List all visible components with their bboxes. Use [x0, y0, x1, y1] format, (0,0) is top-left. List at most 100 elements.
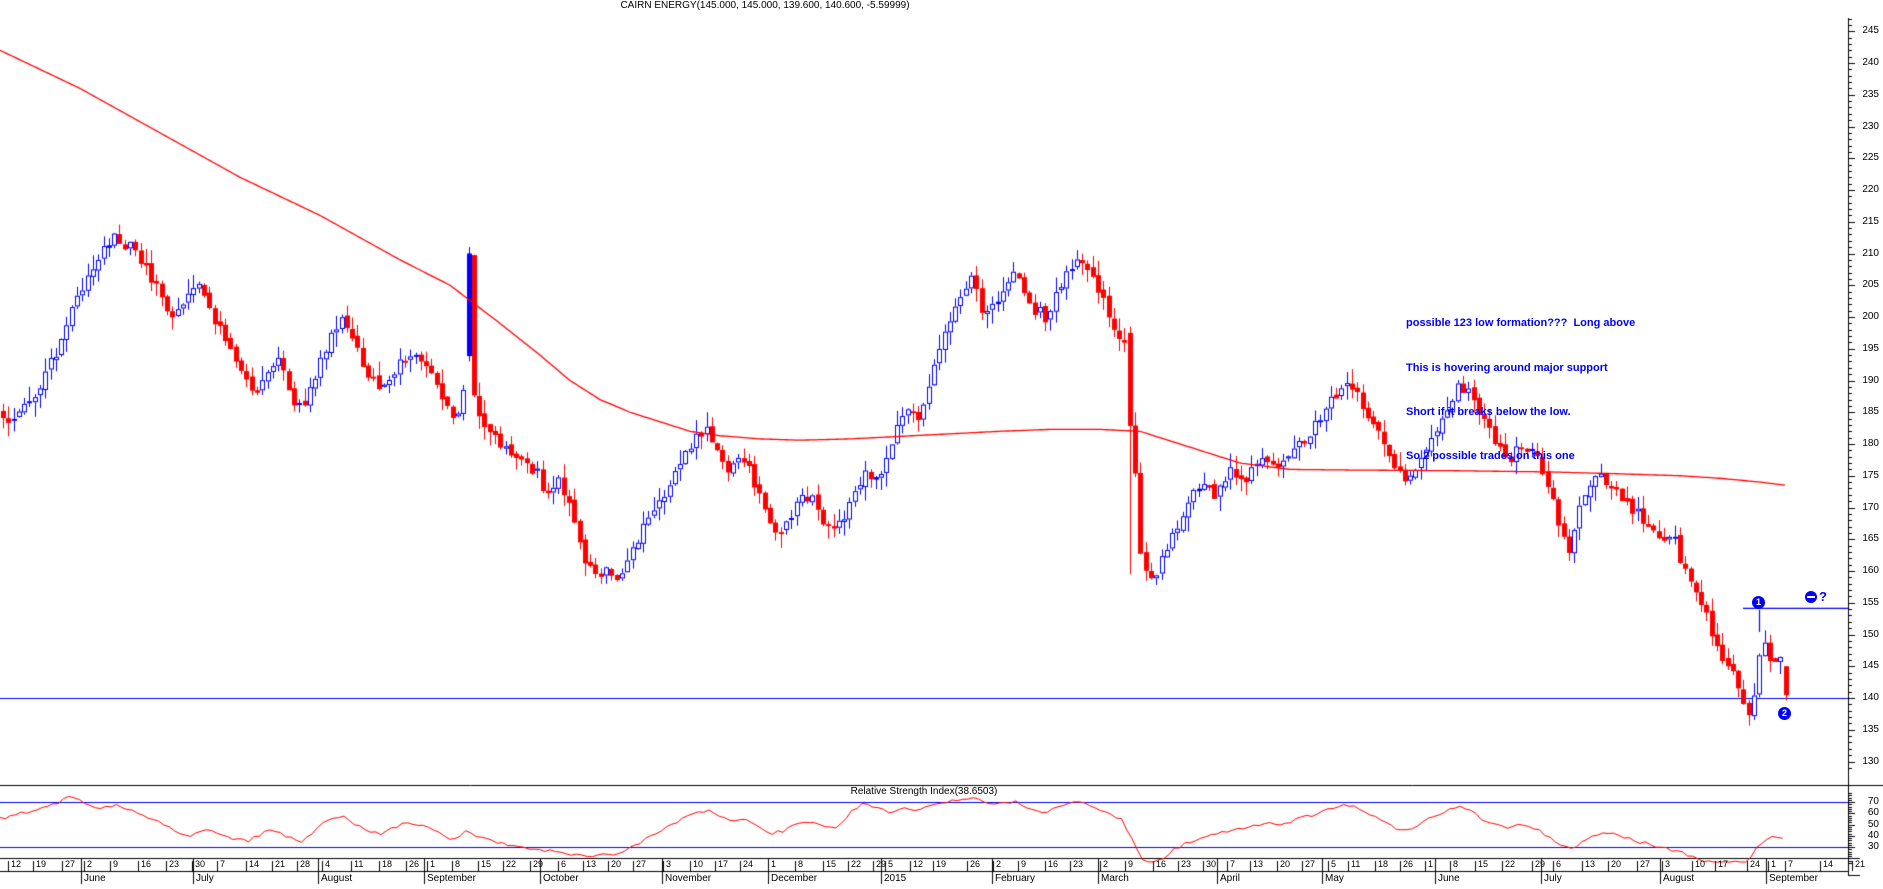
- date-tick-label: 1: [1771, 859, 1777, 869]
- date-tick-label: 29: [533, 859, 544, 869]
- date-tick-label: 28: [300, 859, 311, 869]
- marker-question[interactable]: ?: [1819, 589, 1827, 604]
- date-tick-label: 15: [1478, 859, 1489, 869]
- date-tick-label: 5: [1331, 859, 1337, 869]
- trade-note-line: Short if it breaks below the low.: [1406, 405, 1571, 418]
- month-label: August: [321, 873, 353, 884]
- date-tick-label: 24: [1750, 859, 1761, 869]
- date-tick-label: 12: [11, 859, 22, 869]
- date-tick-label: 16: [1156, 859, 1167, 869]
- date-tick-label: 1: [430, 859, 436, 869]
- date-tick-label: 22: [506, 859, 517, 869]
- month-label: September: [1769, 873, 1818, 884]
- date-tick-label: 4: [325, 859, 331, 869]
- date-tick-label: 2: [996, 859, 1002, 869]
- date-tick-label: 21: [1855, 859, 1866, 869]
- date-tick-label: 18: [382, 859, 393, 869]
- month-label: March: [1101, 873, 1129, 884]
- date-tick-label: 26: [970, 859, 981, 869]
- date-tick-label: 16: [1048, 859, 1059, 869]
- date-tick-label: 27: [636, 859, 647, 869]
- date-tick-label: 6: [1556, 859, 1562, 869]
- month-label: November: [665, 873, 712, 884]
- trade-note[interactable]: possible 123 low formation??? Long above…: [1406, 287, 1635, 493]
- price-axis-label: 210: [1862, 248, 1879, 259]
- date-tick-label: 16: [141, 859, 152, 869]
- price-axis-label: 160: [1862, 565, 1879, 576]
- date-tick-label: 14: [1823, 859, 1834, 869]
- month-label: 2015: [884, 873, 907, 884]
- rsi-axis-label: 70: [1867, 796, 1879, 807]
- month-label: July: [196, 873, 214, 884]
- date-tick-label: 19: [936, 859, 947, 869]
- date-tick-label: 13: [1585, 859, 1596, 869]
- date-tick-label: 18: [1378, 859, 1389, 869]
- date-tick-label: 1: [771, 859, 777, 869]
- date-tick-label: 8: [455, 859, 461, 869]
- date-tick-label: 15: [481, 859, 492, 869]
- chart-title: CAIRN ENERGY(145.000, 145.000, 139.600, …: [620, 0, 910, 11]
- price-axis-label: 135: [1862, 724, 1879, 735]
- rsi-panel-title: Relative Strength Index(38.6503): [850, 786, 998, 797]
- price-axis-label: 220: [1862, 184, 1879, 195]
- price-axis-label: 190: [1862, 375, 1879, 386]
- date-tick-label: 9: [1021, 859, 1027, 869]
- price-axis-label: 150: [1862, 629, 1879, 640]
- date-tick-label: 1: [1428, 859, 1434, 869]
- price-axis-label: 235: [1862, 89, 1879, 100]
- date-tick-label: 23: [169, 859, 180, 869]
- date-tick-label: 30: [1206, 859, 1217, 869]
- price-axis-label: 185: [1862, 406, 1879, 417]
- price-axis-label: 170: [1862, 502, 1879, 513]
- rsi-axis-label: 40: [1867, 830, 1879, 841]
- date-tick-label: 23: [1181, 859, 1192, 869]
- date-tick-label: 27: [1640, 859, 1651, 869]
- price-axis-label: 155: [1862, 597, 1879, 608]
- date-tick-label: 2: [1103, 859, 1109, 869]
- price-axis-label: 140: [1862, 692, 1879, 703]
- marker-2-stop[interactable]: 2: [1778, 707, 1791, 720]
- date-tick-label: 27: [65, 859, 76, 869]
- price-axis-label: 130: [1862, 756, 1879, 767]
- date-tick-label: 23: [1073, 859, 1084, 869]
- rsi-axis-label: 50: [1867, 819, 1879, 830]
- marker-1-entry[interactable]: 1: [1752, 596, 1765, 609]
- month-label: July: [1544, 873, 1562, 884]
- price-axis-label: 145: [1862, 660, 1879, 671]
- price-axis-label: 225: [1862, 152, 1879, 163]
- date-tick-label: 21: [275, 859, 286, 869]
- date-tick-label: 27: [1305, 859, 1316, 869]
- month-label: June: [84, 873, 106, 884]
- price-axis-label: 240: [1862, 57, 1879, 68]
- date-tick-label: 8: [798, 859, 804, 869]
- month-label: October: [543, 873, 579, 884]
- date-tick-label: 20: [611, 859, 622, 869]
- price-axis-label: 230: [1862, 121, 1879, 132]
- date-tick-label: 11: [354, 859, 364, 869]
- price-axis-label: 195: [1862, 343, 1879, 354]
- date-tick-label: 29: [876, 859, 887, 869]
- date-tick-label: 22: [1505, 859, 1516, 869]
- trade-note-line: possible 123 low formation??? Long above: [1406, 317, 1636, 330]
- price-axis-label: 165: [1862, 533, 1879, 544]
- date-tick-label: 3: [666, 859, 672, 869]
- price-axis-label: 180: [1862, 438, 1879, 449]
- price-axis-label: 200: [1862, 311, 1879, 322]
- marker-minus-circle-icon[interactable]: [1805, 591, 1817, 603]
- price-axis-label: 245: [1862, 25, 1879, 36]
- month-label: August: [1663, 873, 1695, 884]
- date-tick-label: 22: [851, 859, 862, 869]
- date-tick-label: 7: [220, 859, 226, 869]
- date-tick-label: 30: [195, 859, 206, 869]
- trade-note-line: This is hovering around major support: [1406, 361, 1608, 374]
- price-axis-label: 175: [1862, 470, 1879, 481]
- date-tick-label: 5: [888, 859, 894, 869]
- month-label: May: [1325, 873, 1344, 884]
- date-tick-label: 7: [1788, 859, 1794, 869]
- date-tick-label: 12: [913, 859, 924, 869]
- date-tick-label: 15: [826, 859, 837, 869]
- date-tick-label: 14: [249, 859, 260, 869]
- date-tick-label: 26: [1403, 859, 1414, 869]
- date-tick-label: 13: [1253, 859, 1264, 869]
